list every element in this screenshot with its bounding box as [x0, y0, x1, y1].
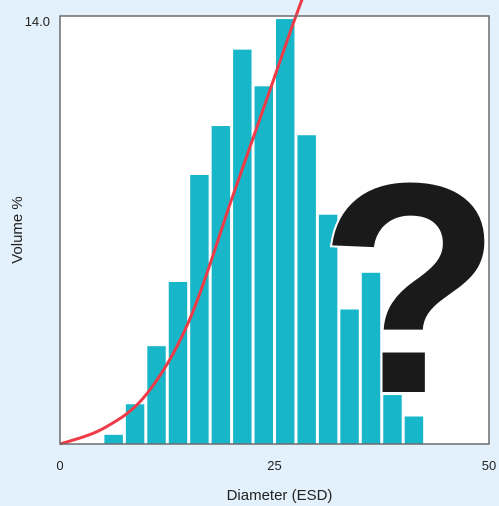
bar-13	[361, 272, 381, 444]
bar-1	[104, 434, 123, 444]
plot-area	[60, 16, 489, 444]
plot-frame	[59, 15, 490, 445]
bar-14	[383, 395, 402, 444]
bars-layer	[104, 19, 424, 445]
bar-3	[147, 346, 166, 444]
bar-7	[233, 49, 252, 444]
x-tick-label: 25	[267, 458, 281, 473]
bar-5	[190, 174, 209, 444]
cumulative-curve	[59, 0, 304, 446]
bar-11	[318, 214, 338, 444]
bar-9	[276, 19, 295, 445]
bar-2	[125, 404, 145, 444]
x-tick-label: 0	[56, 458, 63, 473]
x-axis-label: Diameter (ESD)	[227, 487, 333, 504]
bar-4	[168, 281, 188, 444]
y-tick-label: 14.0	[25, 14, 50, 29]
question-mark-symbol: ?	[318, 120, 499, 456]
x-tick-labels: 0 25 50	[56, 458, 496, 473]
bar-15	[404, 416, 424, 444]
bar-6	[211, 126, 231, 445]
bar-10	[297, 135, 316, 444]
y-axis-label: Volume %	[9, 196, 26, 264]
bar-12	[340, 309, 359, 444]
x-tick-label: 50	[482, 458, 496, 473]
bar-8	[254, 86, 273, 445]
